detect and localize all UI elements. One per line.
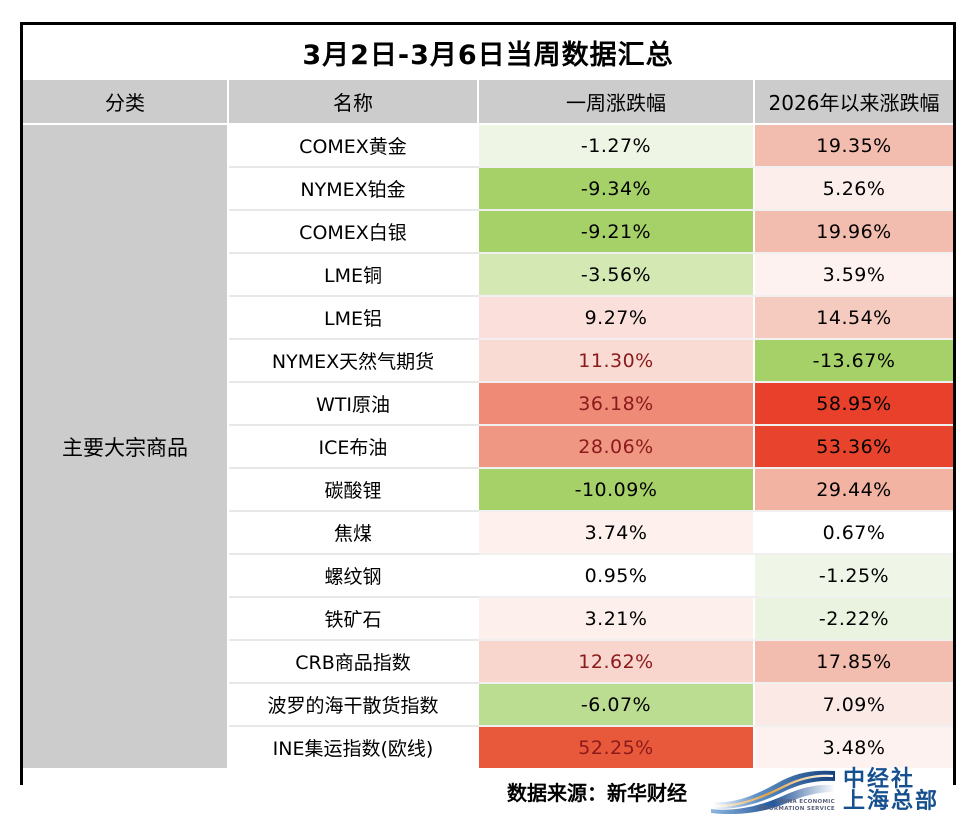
logo-chinese-text: 中经社 上海总部 — [843, 769, 939, 813]
ytd-change-cell: 5.26% — [754, 167, 953, 211]
instrument-name-cell: LME铜 — [227, 253, 479, 297]
instrument-name-cell: NYMEX铂金 — [227, 167, 479, 211]
logo-cn-line1: 中经社 — [842, 767, 915, 792]
table-row: 主要大宗商品 COMEX黄金 -1.27% 19.35% — [23, 124, 953, 768]
weekly-change-cell: -9.21% — [478, 210, 755, 254]
ytd-change-cell: 3.48% — [754, 726, 953, 768]
page-title: 3月2日-3月6日当周数据汇总 — [302, 40, 674, 71]
ytd-change-cell: 19.35% — [754, 124, 953, 168]
weekly-change-cell: -6.07% — [478, 683, 755, 727]
column-header-weekly-change: 一周涨跌幅 — [478, 80, 755, 125]
weekly-change-cell: 52.25% — [478, 726, 755, 768]
weekly-change-cell: 12.62% — [478, 640, 755, 684]
weekly-change-cell: 36.18% — [478, 382, 755, 426]
column-header-name: 名称 — [228, 80, 479, 125]
ytd-change-cell: -13.67% — [754, 339, 953, 383]
logo-en-line2: INFORMATION SERVICE — [757, 805, 835, 812]
table-row: CRB商品指数 12.62% 17.85% — [23, 640, 953, 684]
weekly-change-cell: 3.74% — [478, 511, 755, 555]
card-title-bar: 3月2日-3月6日当周数据汇总 — [23, 25, 953, 80]
table-row: INE集运指数(欧线) 52.25% 3.48% — [23, 726, 953, 768]
logo-english-text: CHINA ECONOMIC INFORMATION SERVICE — [758, 799, 835, 812]
instrument-name-cell: NYMEX天然气期货 — [227, 339, 479, 383]
table-row: COMEX白银 -9.21% 19.96% — [23, 210, 953, 254]
instrument-name-cell: LME铝 — [227, 296, 479, 340]
table-row: 波罗的海干散货指数 -6.07% 7.09% — [23, 683, 953, 727]
ytd-change-cell: 58.95% — [754, 382, 953, 426]
ytd-change-cell: 0.67% — [754, 511, 953, 555]
table-row: 碳酸锂 -10.09% 29.44% — [23, 468, 953, 512]
instrument-name-cell: ICE布油 — [227, 425, 479, 469]
logo-en-line1: CHINA ECONOMIC — [776, 799, 835, 805]
table-row: 铁矿石 3.21% -2.22% — [23, 597, 953, 641]
column-header-ytd-change: 2026年以来涨跌幅 — [754, 80, 953, 125]
instrument-name-cell: 碳酸锂 — [227, 468, 479, 512]
commodities-table: 分类 名称 一周涨跌幅 2026年以来涨跌幅 主要大宗商品 COMEX黄金 -1.2… — [23, 80, 953, 768]
instrument-name-cell: COMEX白银 — [227, 210, 479, 254]
data-summary-card: 3月2日-3月6日当周数据汇总 分类 名称 一周涨跌幅 2026年以来涨跌幅 主… — [20, 22, 956, 815]
column-header-category: 分类 — [23, 80, 229, 125]
table-row: 焦煤 3.74% 0.67% — [23, 511, 953, 555]
weekly-change-cell: -10.09% — [478, 468, 755, 512]
weekly-change-cell: 9.27% — [478, 296, 755, 340]
weekly-change-cell: 0.95% — [478, 554, 755, 598]
weekly-change-cell: 28.06% — [478, 425, 755, 469]
table-row: WTI原油 36.18% 58.95% — [23, 382, 953, 426]
cnis-logo: CHINA ECONOMIC INFORMATION SERVICE 中经社 上… — [709, 768, 939, 815]
ytd-change-cell: -2.22% — [754, 597, 953, 641]
table-row: LME铜 -3.56% 3.59% — [23, 253, 953, 297]
instrument-name-cell: 螺纹钢 — [227, 554, 479, 598]
weekly-change-cell: -9.34% — [478, 167, 755, 211]
card-footer: 数据来源：新华财经 — [23, 768, 953, 815]
table-body: 主要大宗商品 COMEX黄金 -1.27% 19.35% NYMEX铂金 -9.34% 5.… — [23, 124, 953, 768]
ytd-change-cell: 17.85% — [754, 640, 953, 684]
weekly-change-cell: -1.27% — [478, 124, 755, 168]
table-row: NYMEX铂金 -9.34% 5.26% — [23, 167, 953, 211]
data-source-label: 数据来源：新华财经 — [506, 780, 687, 805]
weekly-change-cell: -3.56% — [478, 253, 755, 297]
ytd-change-cell: 14.54% — [754, 296, 953, 340]
instrument-name-cell: INE集运指数(欧线) — [227, 726, 479, 768]
ytd-change-cell: 19.96% — [754, 210, 953, 254]
ytd-change-cell: -1.25% — [754, 554, 953, 598]
instrument-name-cell: 波罗的海干散货指数 — [227, 683, 479, 727]
table-row: 螺纹钢 0.95% -1.25% — [23, 554, 953, 598]
instrument-name-cell: 铁矿石 — [227, 597, 479, 641]
logo-cn-line2: 上海总部 — [842, 789, 939, 814]
swoosh-icon: CHINA ECONOMIC INFORMATION SERVICE — [709, 768, 837, 815]
ytd-change-cell: 7.09% — [754, 683, 953, 727]
ytd-change-cell: 3.59% — [754, 253, 953, 297]
table-row: ICE布油 28.06% 53.36% — [23, 425, 953, 469]
category-cell: 主要大宗商品 — [23, 124, 229, 768]
table-row: LME铝 9.27% 14.54% — [23, 296, 953, 340]
ytd-change-cell: 29.44% — [754, 468, 953, 512]
table-row: NYMEX天然气期货 11.30% -13.67% — [23, 339, 953, 383]
instrument-name-cell: 焦煤 — [227, 511, 479, 555]
weekly-change-cell: 3.21% — [478, 597, 755, 641]
instrument-name-cell: COMEX黄金 — [227, 124, 479, 168]
ytd-change-cell: 53.36% — [754, 425, 953, 469]
weekly-change-cell: 11.30% — [478, 339, 755, 383]
instrument-name-cell: WTI原油 — [227, 382, 479, 426]
table-header-row: 分类 名称 一周涨跌幅 2026年以来涨跌幅 — [23, 80, 953, 125]
instrument-name-cell: CRB商品指数 — [227, 640, 479, 684]
